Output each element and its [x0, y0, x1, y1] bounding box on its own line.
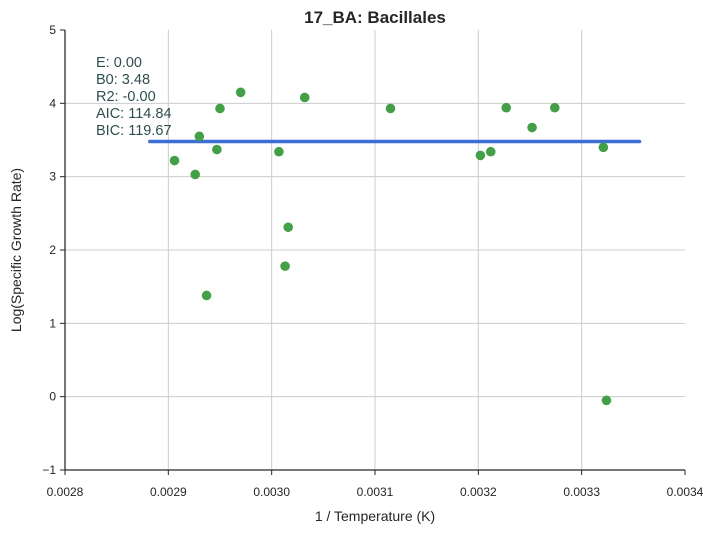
fit-stat-line: BIC: 119.67	[96, 123, 172, 139]
y-tick-label: −1	[42, 463, 56, 477]
y-tick-label: 2	[49, 243, 56, 257]
data-point	[215, 103, 225, 114]
data-point	[212, 144, 222, 155]
y-tick-label: 1	[49, 316, 56, 330]
x-tick-label: 0.0030	[253, 485, 290, 499]
x-axis-label: 1 / Temperature (K)	[315, 508, 435, 524]
data-point	[194, 131, 205, 142]
data-point	[601, 395, 612, 406]
fit-stat-line: R2: -0.00	[96, 89, 156, 105]
fit-stat-line: AIC: 114.84	[96, 106, 172, 122]
chart-title: 17_BA: Bacillales	[304, 8, 446, 27]
x-tick-label: 0.0033	[563, 485, 600, 499]
data-point	[280, 261, 290, 271]
data-point	[385, 103, 396, 114]
data-point	[501, 102, 512, 113]
data-point	[550, 102, 560, 113]
y-tick-label: 5	[49, 23, 56, 37]
data-point	[299, 92, 310, 103]
x-tick-label: 0.0031	[357, 485, 394, 499]
data-point	[485, 146, 496, 157]
y-ticks: −1 0 1 2 3 4 5	[42, 23, 65, 477]
data-point	[201, 290, 212, 301]
x-tick-label: 0.0028	[47, 485, 84, 499]
x-tick-label: 0.0029	[150, 485, 187, 499]
fit-stat-line: E: 0.00	[96, 55, 142, 71]
y-tick-label: 4	[49, 96, 56, 110]
data-point	[475, 150, 486, 161]
data-point	[235, 87, 246, 98]
data-point	[169, 155, 180, 166]
data-point	[527, 122, 537, 133]
x-ticks: 0.0028 0.0029 0.0030 0.0031 0.0032 0.0033 0.00…	[47, 470, 704, 499]
data-point	[274, 146, 284, 157]
data-point	[190, 169, 200, 180]
data-points	[169, 87, 612, 406]
y-axis-label: Log(Specific Growth Rate)	[8, 168, 24, 332]
grid-lines	[65, 30, 685, 470]
data-point	[283, 222, 294, 233]
x-tick-label: 0.0032	[460, 485, 497, 499]
x-tick-label: 0.0034	[667, 485, 704, 499]
y-tick-label: 3	[49, 170, 56, 184]
y-tick-label: 0	[49, 390, 56, 404]
fit-stat-line: B0: 3.48	[96, 72, 150, 88]
data-point	[598, 142, 609, 153]
